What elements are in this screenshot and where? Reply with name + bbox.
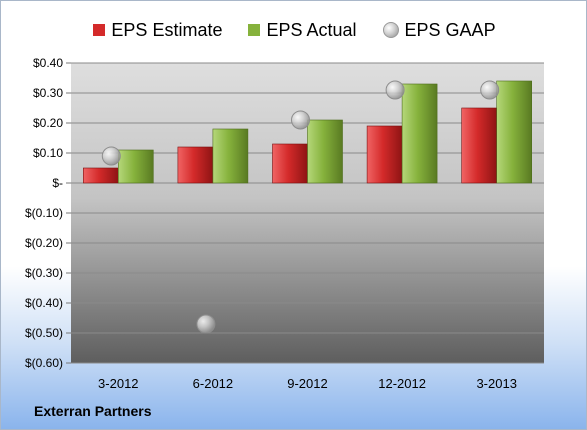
y-tick-label: $(0.10) [25,206,63,220]
marker-eps-gaap [385,80,405,100]
company-name: Exterran Partners [34,403,152,419]
bar-eps-actual [401,83,438,184]
bar-eps-estimate [366,125,403,184]
marker-eps-gaap [480,80,500,100]
bar-eps-actual [496,80,533,184]
legend-item-estimate: EPS Estimate [93,20,222,41]
marker-eps-gaap [196,314,216,334]
bar-eps-actual [307,119,343,184]
legend: EPS Estimate EPS Actual EPS GAAP [1,18,586,42]
y-tick-label: $(0.50) [25,326,63,340]
x-axis-labels: 3-2012 6-2012 9-2012 12-2012 3-2013 [98,376,517,391]
legend-swatch-actual [248,24,261,36]
y-tick-label: $(0.20) [25,236,63,250]
bar-eps-estimate [83,167,119,184]
bars [83,80,533,334]
legend-item-gaap: EPS GAAP [382,19,496,41]
x-tick-label: 3-2012 [98,376,138,391]
x-tick-label: 6-2012 [193,376,233,391]
bar-eps-estimate [461,107,498,184]
legend-swatch-estimate [93,24,106,36]
legend-swatch-gaap [382,22,399,38]
marker-eps-gaap [101,146,121,166]
y-axis-labels: $0.40 $0.30 $0.20 $0.10 $- $(0.10) $(0.20) $(0.… [25,56,63,370]
bar-eps-actual [212,128,249,184]
x-tick-label: 9-2012 [287,376,327,391]
legend-label-actual: EPS Actual [266,19,357,40]
legend-label-gaap: EPS GAAP [404,19,496,40]
y-tick-label: $- [52,176,63,190]
x-tick-label: 12-2012 [378,376,426,391]
x-tick-label: 3-2013 [476,376,516,391]
y-tick-label: $0.40 [33,56,63,70]
legend-label-estimate: EPS Estimate [111,19,223,40]
y-tick-label: $0.20 [33,116,63,130]
bar-eps-estimate [272,143,308,184]
legend-item-actual: EPS Actual [248,19,357,41]
y-tick-label: $(0.60) [25,356,63,370]
y-tick-label: $(0.40) [25,296,63,310]
bar-eps-actual [118,149,154,184]
y-tick-label: $0.10 [33,146,63,160]
y-tick-label: $(0.30) [25,266,63,280]
marker-eps-gaap [291,110,310,130]
y-tick-label: $0.30 [33,86,63,100]
bar-eps-estimate [177,146,214,184]
